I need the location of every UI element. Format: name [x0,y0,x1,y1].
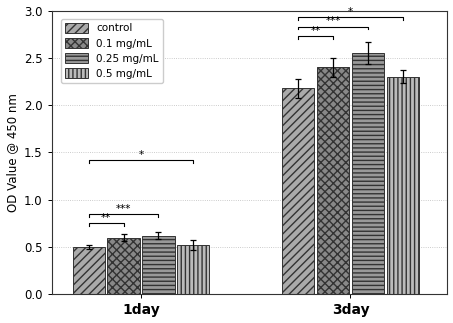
Bar [387,77,419,295]
Text: **: ** [101,213,111,223]
Bar [107,238,140,295]
Text: *: * [348,7,353,17]
Bar [352,53,384,295]
Bar [317,67,349,295]
Bar [282,88,314,295]
Bar [142,236,174,295]
Bar [177,245,209,295]
Text: **: ** [310,26,321,36]
Text: ***: *** [325,16,341,26]
Bar [72,247,105,295]
Legend: control, 0.1 mg/mL, 0.25 mg/mL, 0.5 mg/mL: control, 0.1 mg/mL, 0.25 mg/mL, 0.5 mg/m… [61,19,163,83]
Text: *: * [139,150,144,160]
Y-axis label: OD Value @ 450 nm: OD Value @ 450 nm [5,93,19,212]
Text: ***: *** [116,203,131,214]
